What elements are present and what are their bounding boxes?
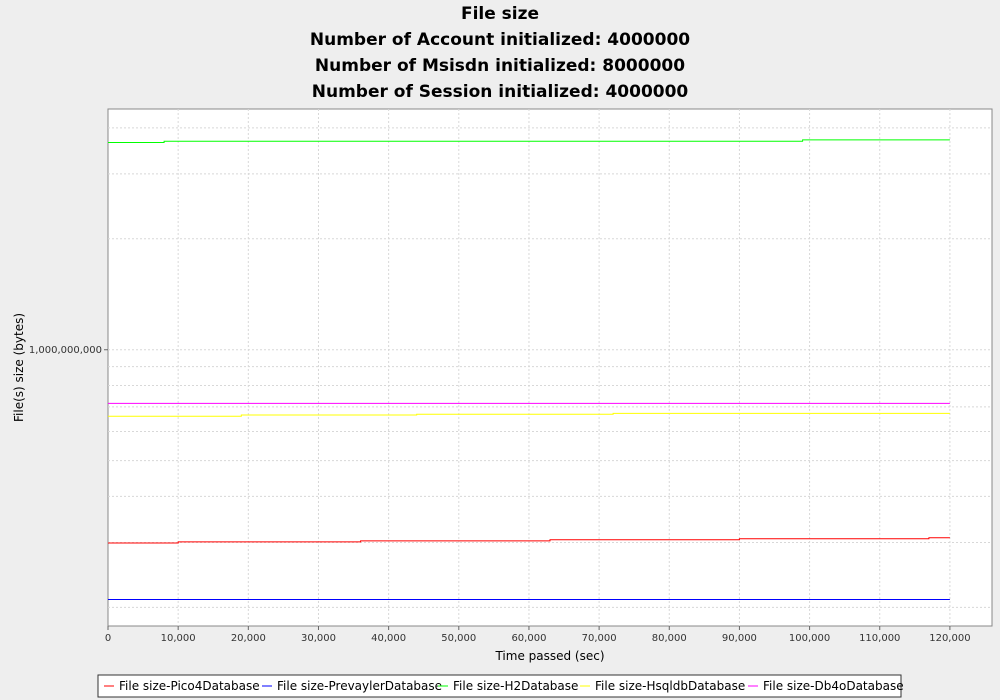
series-line-h2database: [108, 139, 950, 143]
y-axis-label: File(s) size (bytes): [12, 313, 26, 422]
series-line-pico4database: [108, 537, 950, 544]
y-tick-label: 1,000,000,000: [29, 345, 102, 356]
x-tick-label: 50,000: [441, 633, 476, 644]
legend-entry: File size-H2Database: [453, 679, 578, 693]
x-tick-label: 90,000: [722, 633, 757, 644]
x-tick-label: 60,000: [511, 633, 546, 644]
x-tick-label: 40,000: [371, 633, 406, 644]
x-tick-label: 20,000: [231, 633, 266, 644]
x-tick-label: 100,000: [789, 633, 830, 644]
legend: File size-Pico4Database File size-Prevayl…: [97, 674, 904, 698]
chart-subtitle: Number of Msisdn initialized: 8000000: [315, 56, 685, 76]
series-line-hsqldbdatabase: [108, 412, 950, 417]
legend-entry: File size-PrevaylerDatabase: [277, 679, 442, 693]
plot-area: [107, 108, 993, 627]
chart-title: File size: [461, 4, 539, 24]
chart-subtitle: Number of Account initialized: 4000000: [310, 30, 690, 50]
x-tick-label: 70,000: [582, 633, 617, 644]
x-tick-label: 0: [105, 633, 111, 644]
legend-box: [97, 674, 902, 698]
x-tick-label: 120,000: [929, 633, 970, 644]
x-tick-label: 110,000: [859, 633, 900, 644]
x-tick-label: 30,000: [301, 633, 336, 644]
x-tick-label: 80,000: [652, 633, 687, 644]
x-tick-label: 10,000: [161, 633, 196, 644]
legend-entry: File size-Pico4Database: [119, 679, 260, 693]
legend-entry: File size-Db4oDatabase: [763, 679, 904, 693]
chart-subtitle: Number of Session initialized: 4000000: [312, 82, 689, 102]
x-axis-label: Time passed (sec): [494, 649, 604, 663]
legend-entry: File size-HsqldbDatabase: [595, 679, 745, 693]
